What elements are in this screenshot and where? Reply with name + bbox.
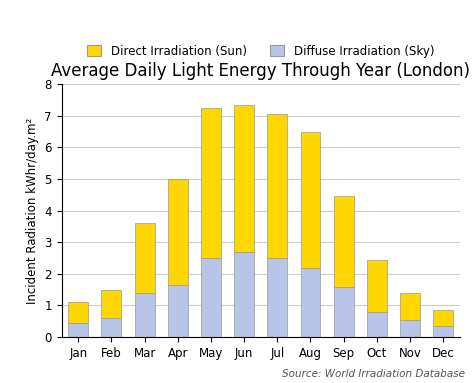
Bar xyxy=(301,132,320,267)
Text: Source: World Irradiation Database: Source: World Irradiation Database xyxy=(282,369,465,379)
Bar xyxy=(400,320,420,337)
Bar xyxy=(267,258,287,337)
Bar xyxy=(400,293,420,320)
Bar xyxy=(433,309,453,326)
Bar xyxy=(68,323,88,337)
Bar xyxy=(68,302,88,323)
Bar xyxy=(135,223,155,293)
Bar xyxy=(367,260,387,313)
Bar xyxy=(201,108,221,258)
Title: Average Daily Light Energy Through Year (London): Average Daily Light Energy Through Year … xyxy=(51,62,470,80)
Bar xyxy=(168,285,188,337)
Legend: Direct Irradiation (Sun), Diffuse Irradiation (Sky): Direct Irradiation (Sun), Diffuse Irradi… xyxy=(87,45,434,58)
Bar xyxy=(433,326,453,337)
Bar xyxy=(367,313,387,337)
Bar xyxy=(234,105,254,252)
Bar xyxy=(168,179,188,285)
Bar xyxy=(334,196,354,287)
Y-axis label: Incident Radiation kWhr/day.m²: Incident Radiation kWhr/day.m² xyxy=(26,118,39,304)
Bar xyxy=(234,252,254,337)
Bar xyxy=(101,290,121,318)
Bar xyxy=(334,287,354,337)
Bar xyxy=(201,258,221,337)
Bar xyxy=(135,293,155,337)
Bar xyxy=(301,267,320,337)
Bar xyxy=(267,114,287,258)
Bar xyxy=(101,318,121,337)
